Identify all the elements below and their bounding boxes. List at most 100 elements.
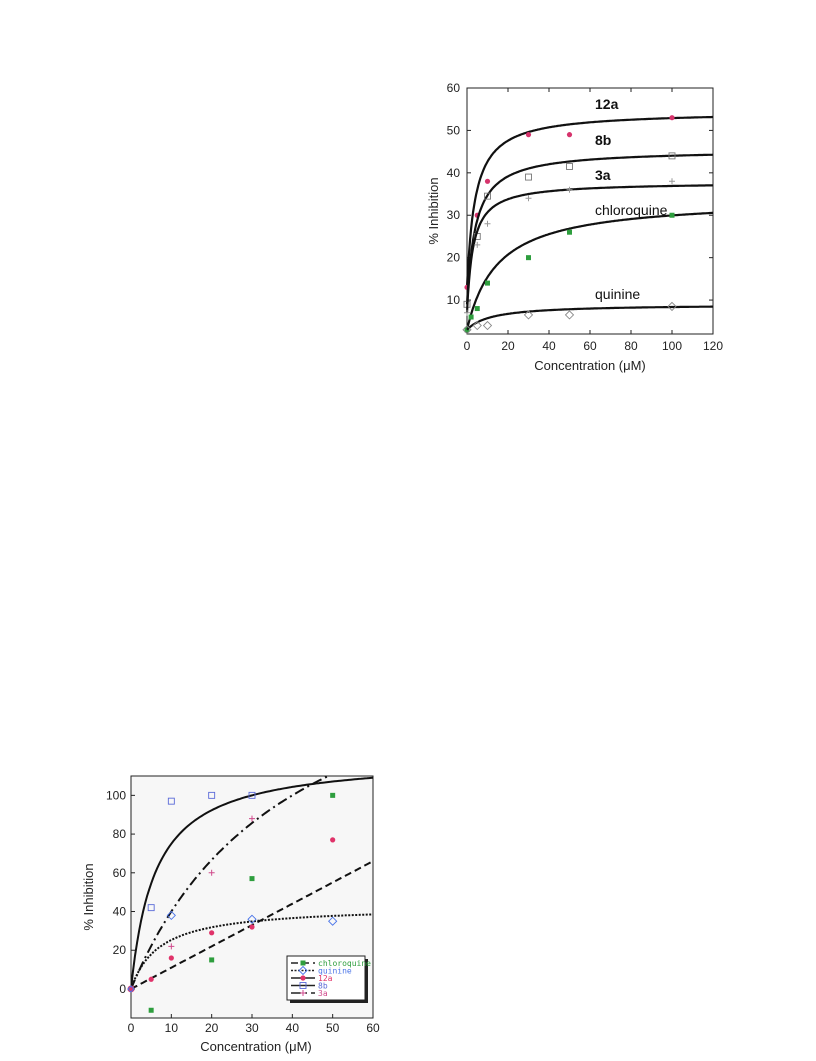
point-chloroquine-1 — [468, 314, 474, 320]
point-8b-2 — [484, 192, 491, 200]
point-8b-4 — [248, 791, 256, 799]
y-tick-label-60: 60 — [113, 866, 127, 880]
legend-label-8b: 8b — [318, 981, 328, 990]
point-12a-2 — [484, 178, 491, 184]
y-tick-label-30: 30 — [447, 208, 461, 222]
chart-top: 0 20 40 60 80 100 120 10 20 30 40 50 60 Concentration… — [0, 0, 816, 400]
y-axis-label: % Inhibition — [81, 863, 96, 930]
x-tick-label-40: 40 — [286, 1021, 300, 1035]
point-12a-4 — [249, 924, 255, 930]
legend-label-3a: 3a — [318, 989, 328, 998]
x-tick-label-30: 30 — [245, 1021, 259, 1035]
point-quinine-3 — [328, 916, 338, 926]
point-12a-1 — [148, 976, 154, 982]
point-8b-3 — [208, 791, 216, 799]
point-quinine-1 — [166, 910, 176, 921]
y-tick-label-80: 80 — [113, 827, 127, 841]
x-tick-label-50: 50 — [326, 1021, 340, 1035]
curve-label-chloroquine: chloroquine — [595, 202, 668, 218]
point-quinine-0 — [462, 325, 472, 335]
x-axis-label: Concentration (μM) — [534, 358, 646, 373]
point-3a-4 — [566, 186, 573, 193]
point-8b-2 — [167, 797, 175, 805]
x-tick-label-0: 0 — [128, 1021, 135, 1035]
x-tick-label-60: 60 — [583, 339, 597, 353]
fit-curve-3a — [465, 184, 714, 313]
point-quinine-4 — [564, 310, 575, 320]
x-tick-label-10: 10 — [165, 1021, 179, 1035]
legend-label-quinine: quinine — [318, 966, 352, 975]
point-chloroquine-2 — [474, 306, 480, 312]
y-tick-label-20: 20 — [113, 943, 127, 957]
point-12a-3 — [525, 132, 532, 138]
curve-label-8b: 8b — [595, 132, 611, 148]
fit-curve-quinine — [131, 913, 373, 990]
point-chloroquine-6 — [669, 212, 675, 218]
chart-bottom-svg: 0 10 20 30 40 50 60 0 20 40 60 80 100 Concentration (… — [81, 775, 380, 1054]
x-tick-label-0: 0 — [464, 339, 471, 353]
fit-curve-12a — [465, 115, 713, 288]
x-tick-label-60: 60 — [366, 1021, 380, 1035]
point-chloroquine-3 — [249, 876, 255, 882]
plot-frame — [466, 87, 714, 335]
point-8b-3 — [525, 173, 532, 181]
legend-label-chloroquine: chloroquine — [318, 959, 371, 968]
point-12a-5 — [669, 115, 675, 121]
fit-curve-quinine — [466, 305, 713, 331]
y-axis-label: % Inhibition — [426, 177, 441, 244]
fit-curve-8b — [131, 776, 373, 990]
legend-marker-12a — [300, 975, 306, 981]
point-origin-quinine — [127, 985, 135, 993]
y-tick-label-100: 100 — [106, 788, 126, 802]
y-tick-label-40: 40 — [113, 905, 127, 919]
fit-curve-chloroquine — [465, 211, 713, 331]
point-quinine-2 — [247, 914, 257, 924]
point-3a-3 — [249, 815, 255, 822]
legend-marker-3a — [300, 990, 306, 996]
point-chloroquine-4 — [330, 792, 336, 798]
x-tick-label-20: 20 — [501, 339, 515, 353]
point-quinine-3 — [523, 310, 534, 320]
fit-curve-8b — [465, 153, 714, 305]
point-3a-1 — [474, 241, 481, 248]
y-tick-label-10: 10 — [447, 293, 461, 307]
point-12a-4 — [566, 132, 573, 138]
point-3a-2 — [208, 869, 215, 876]
y-tick-label-0: 0 — [119, 982, 126, 996]
chart-bottom: 0 10 20 30 40 50 60 0 20 40 60 80 100 Concentration (… — [0, 760, 400, 1056]
point-quinine-1 — [472, 320, 482, 331]
y-tick-label-20: 20 — [447, 251, 461, 265]
point-3a-5 — [669, 178, 675, 185]
point-quinine-5 — [667, 301, 677, 312]
x-tick-label-20: 20 — [205, 1021, 219, 1035]
point-chloroquine-1 — [148, 1007, 154, 1013]
point-3a-3 — [525, 195, 532, 202]
x-axis-label: Concentration (μM) — [200, 1039, 312, 1054]
point-8b-5 — [668, 152, 676, 160]
point-chloroquine-2 — [209, 957, 215, 963]
curve-label-12a: 12a — [595, 96, 619, 112]
point-chloroquine-3 — [485, 280, 490, 286]
point-12a-5 — [330, 837, 336, 843]
chart-top-svg: 0 20 40 60 80 100 120 10 20 30 40 50 60 Concentration… — [426, 81, 723, 373]
x-tick-label-100: 100 — [662, 339, 682, 353]
point-3a-0 — [464, 309, 470, 316]
legend-marker-quinine — [298, 965, 308, 976]
y-tick-label-40: 40 — [447, 166, 461, 180]
point-3a-2 — [484, 220, 491, 227]
legend-marker-chloroquine — [300, 960, 306, 966]
y-tick-label-50: 50 — [447, 123, 461, 137]
point-8b-1 — [147, 904, 155, 912]
legend-label-12a: 12a — [318, 974, 333, 983]
point-12a-2 — [168, 955, 174, 961]
x-tick-label-80: 80 — [624, 339, 638, 353]
legend-marker-8b — [299, 982, 307, 989]
x-tick-label-120: 120 — [703, 339, 723, 353]
point-8b-4 — [566, 163, 573, 170]
x-tick-label-40: 40 — [542, 339, 556, 353]
curve-label-3a: 3a — [595, 167, 611, 183]
point-3a-1 — [168, 943, 175, 950]
point-chloroquine-5 — [567, 229, 572, 235]
curve-label-quinine: quinine — [595, 286, 640, 302]
point-chloroquine-4 — [526, 255, 531, 261]
